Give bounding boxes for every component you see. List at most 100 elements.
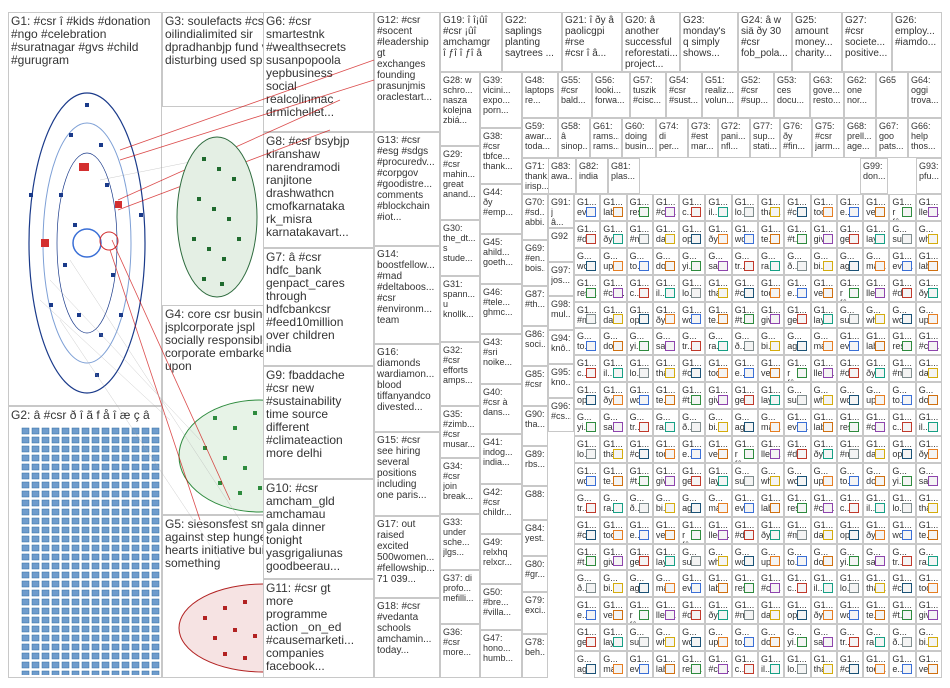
small-group-node <box>875 260 886 271</box>
group-panel-g75: G75: #csr jarm... <box>812 118 844 158</box>
small-group-panel: G1... lay... <box>758 382 785 410</box>
small-group-node <box>927 206 938 217</box>
small-group-label: G1... il... <box>708 197 728 217</box>
small-group-label: G... yi... <box>787 627 802 648</box>
small-group-panel: G1... e... <box>731 355 758 383</box>
small-group-node <box>770 610 781 621</box>
small-group-node <box>796 341 807 352</box>
small-group-label: G1... r fâ... <box>787 358 807 381</box>
small-group-node <box>927 260 938 271</box>
small-group-node <box>743 421 754 432</box>
small-group-node <box>822 287 833 298</box>
small-group-node <box>743 260 754 271</box>
group-label-g29: G29: #csr mahin... great anand... <box>443 149 476 199</box>
small-group-panel: G1... vel... <box>758 355 785 383</box>
small-group-label: G... to... <box>787 546 803 567</box>
small-group-panel: G... sa... <box>652 328 680 356</box>
small-group-node <box>849 529 860 540</box>
small-group-node <box>691 395 702 406</box>
small-group-panel: G1... ðy... <box>652 301 680 329</box>
small-group-label: G... up... <box>813 465 832 486</box>
group-panel-g20: G20: â another successful reforestati...… <box>622 12 680 72</box>
small-group-panel: G1... lay... <box>652 543 680 571</box>
small-group-node <box>612 610 623 621</box>
small-group-label: G1... giv... <box>655 465 676 486</box>
small-group-panel: G1... op... <box>574 382 601 410</box>
small-group-panel: G... su... <box>836 301 864 329</box>
small-group-panel: G... to... <box>889 382 916 410</box>
group-label-g69: G69: #en... bois... <box>525 243 545 273</box>
small-group-node <box>691 260 702 271</box>
small-group-label: G... do... <box>918 385 937 405</box>
small-group-label: G... to... <box>577 331 593 352</box>
small-group-panel: G... ag... <box>679 489 706 517</box>
small-group-panel: G... ð... <box>784 247 811 275</box>
small-group-node <box>927 610 938 621</box>
small-group-node <box>638 556 649 567</box>
group-label-g78: G78: beh... <box>525 637 545 657</box>
small-group-label: G... tr... <box>892 546 907 567</box>
group-label-g51: G51: realiz... volun... <box>705 75 735 105</box>
small-group-node <box>849 663 860 674</box>
small-group-node <box>743 556 754 567</box>
small-group-node <box>638 341 649 352</box>
small-group-node <box>717 529 728 540</box>
small-group-node <box>743 583 754 594</box>
group-panel-g61: G61: rams... rams... <box>590 118 622 158</box>
small-group-node <box>849 610 860 621</box>
small-group-panel: G... ma... <box>810 328 837 356</box>
small-group-node <box>665 556 676 567</box>
small-group-node <box>586 610 597 621</box>
small-group-node <box>743 341 754 352</box>
small-group-panel: G... ra... <box>758 247 785 275</box>
small-group-node <box>665 637 676 648</box>
small-group-node <box>638 287 649 298</box>
small-group-panel: G1... il... <box>758 651 785 678</box>
small-group-panel: G... ag... <box>731 409 758 436</box>
group-label-g77: G77: sup... stati... <box>753 121 777 151</box>
small-group-panel: G1... ge... <box>784 301 811 329</box>
group-panel-g49: G49: relxhq relxcr... <box>480 534 522 584</box>
small-group-label: G1... op... <box>629 304 650 325</box>
small-group-node <box>927 233 938 244</box>
group-panel-g43: G43: #sri noike... <box>480 334 522 384</box>
small-group-panel: G... bi... <box>915 624 942 652</box>
group-panel-g38: G38: #csr tbfce... thank... <box>480 128 522 184</box>
group-label-g8: G8: #csr bsybjp kiranshaw narendramodi r… <box>266 135 350 239</box>
small-group-node <box>638 448 649 459</box>
group-panel-g74: G74: di per... <box>656 118 688 158</box>
small-group-label: G1... lo... <box>839 573 860 594</box>
small-group-panel: G1... lab... <box>758 489 785 517</box>
small-group-node <box>743 502 754 513</box>
group-label-g45: G45: ahild... goeth... <box>483 237 514 267</box>
small-group-label: G1... giv... <box>708 385 728 405</box>
group-label-g59: G59: awar... toda... <box>525 121 552 151</box>
small-group-panel: G1... #c... <box>626 436 653 463</box>
small-group-label: G1... r fâ... <box>682 519 702 543</box>
group-label-g87: G87: #th... <box>525 289 545 309</box>
group-panel-g30: G30: the_dt... s stude... <box>440 220 480 276</box>
small-group-node <box>612 233 623 244</box>
small-group-panel: G... su... <box>889 220 916 248</box>
small-group-node <box>796 529 807 540</box>
small-group-label: G1... op... <box>577 385 597 405</box>
small-group-node <box>770 260 781 271</box>
small-group-panel: G1... te... <box>705 301 732 329</box>
small-group-node <box>743 287 754 298</box>
group-panel-g7: G7: â #csr hdfc_bank genpact_cares throu… <box>263 248 374 366</box>
small-group-panel: G1... eve... <box>889 247 916 275</box>
group-panel-g86: G86: soci... <box>522 326 548 366</box>
small-group-label: G1... lo... <box>577 439 597 459</box>
small-group-panel: G1... lab... <box>652 651 680 678</box>
small-group-panel: G1... e... <box>626 516 653 544</box>
small-group-panel: G... ð... <box>574 570 601 598</box>
small-group-label: G1... lay... <box>655 546 676 567</box>
group-panel-g72: G72: pani... nfl... <box>718 118 750 158</box>
small-group-label: G1... #t... <box>787 223 807 244</box>
small-group-panel: G1... ge... <box>626 543 653 571</box>
small-group-label: G1... c... <box>787 573 807 594</box>
small-group-label: G... up... <box>603 250 621 271</box>
group-label-g63: G63: gove... resto... <box>813 75 841 105</box>
small-group-panel: G... do... <box>810 543 837 571</box>
small-group-label: G... yi... <box>577 412 592 433</box>
